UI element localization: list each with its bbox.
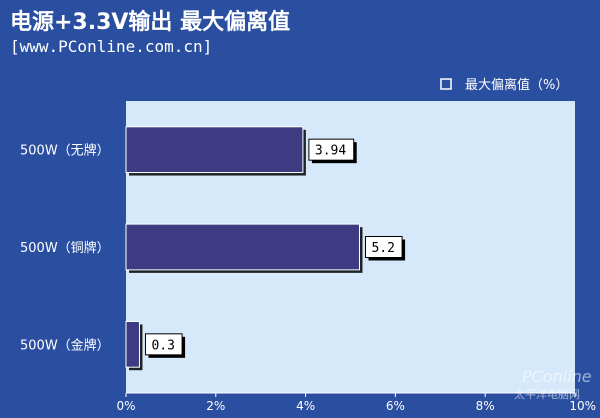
data-label: 5.2	[371, 241, 394, 256]
watermark-subtext: 太平洋电脑网	[514, 387, 580, 401]
watermark-logo: PConline	[522, 367, 592, 386]
legend-label: 最大偏离值（%）	[465, 77, 568, 93]
data-label: 3.94	[315, 144, 346, 159]
x-tick-label: 10%	[569, 399, 596, 413]
ticks-group: 0% 2% 4% 6% 8% 10%	[116, 393, 596, 413]
bar	[125, 223, 360, 271]
chart-subtitle: [www.PConline.com.cn]	[10, 37, 212, 56]
data-label-box	[308, 138, 355, 161]
bars-group: 500W（无牌） 3.94 500W（铜牌） 5.2 500W（金牌） 0.3	[20, 126, 406, 371]
chart-title: 电源+3.3V输出 最大偏离值	[10, 9, 290, 35]
category-label: 500W（无牌）	[20, 143, 110, 159]
x-tick-label: 0%	[116, 399, 135, 413]
x-tick-label: 8%	[476, 399, 495, 413]
x-tick-label: 6%	[386, 399, 405, 413]
legend-swatch	[440, 78, 452, 90]
data-label-box	[144, 333, 183, 356]
category-label: 500W（金牌）	[20, 337, 110, 353]
category-label: 500W（铜牌）	[20, 240, 110, 256]
data-label: 0.3	[151, 338, 174, 353]
data-label-box	[364, 236, 403, 258]
x-tick-label: 2%	[206, 399, 225, 413]
x-tick-label: 4%	[296, 399, 315, 413]
bar	[125, 126, 304, 174]
bar	[125, 320, 140, 368]
